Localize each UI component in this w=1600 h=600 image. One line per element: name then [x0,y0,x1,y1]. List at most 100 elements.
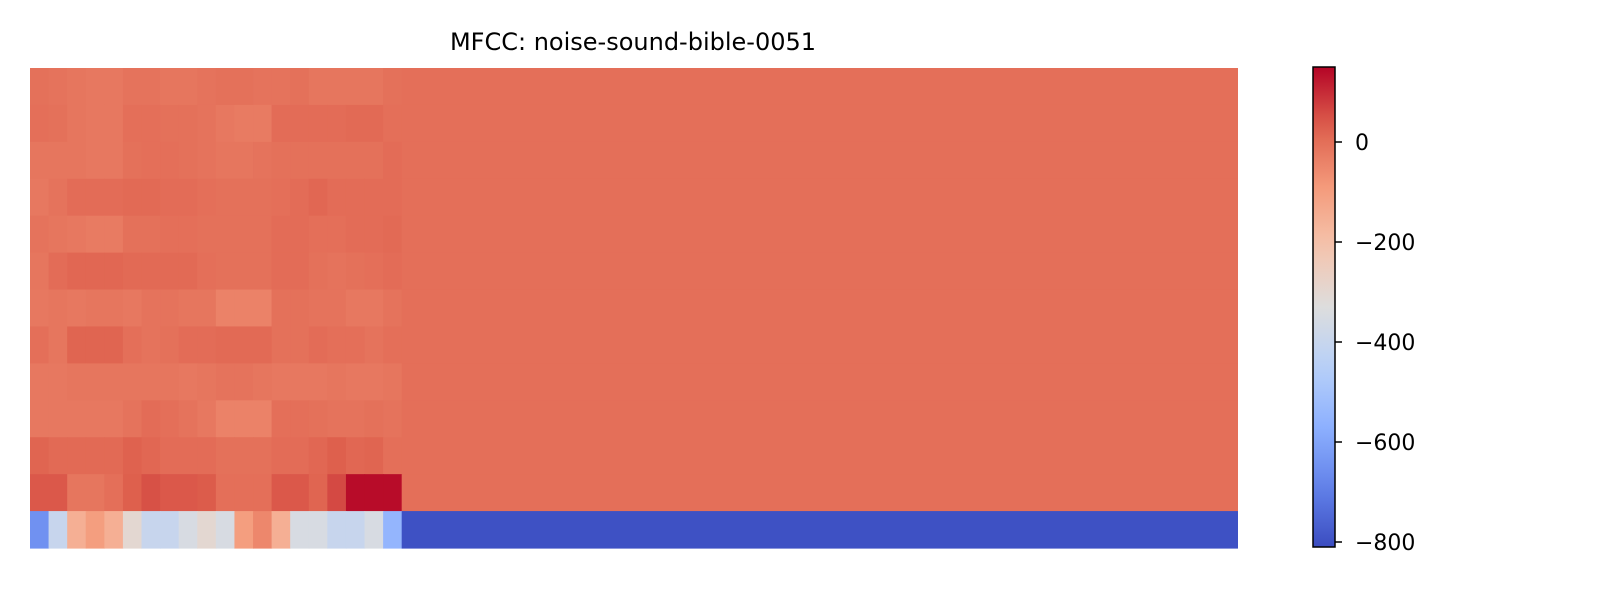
heatmap-cell [104,289,124,328]
heatmap-cell [345,252,366,291]
heatmap-cell [327,437,347,475]
heatmap-fill-region [401,289,1238,328]
heatmap-cell [104,474,124,512]
heatmap-cell [253,104,273,143]
heatmap-cell [104,363,124,401]
heatmap-cell [253,215,273,254]
heatmap-cell [215,252,236,291]
heatmap-cell [215,363,236,401]
heatmap-cell [215,289,236,328]
heatmap-cell [197,363,217,401]
heatmap-cell [383,326,403,364]
heatmap-cell [253,511,273,549]
heatmap-cell [104,400,124,438]
heatmap-cell [122,178,143,217]
heatmap-cell [30,215,50,254]
heatmap-cell [327,474,347,512]
heatmap-cell [308,68,328,106]
heatmap-cell [178,104,198,143]
heatmap-cell [160,141,180,180]
heatmap-cell [30,400,50,438]
heatmap-cell [271,511,291,549]
heatmap-cell [308,437,328,475]
heatmap-cell [160,252,180,291]
heatmap-cell [178,178,198,217]
heatmap-cell [160,68,180,106]
heatmap-cell [141,437,161,475]
heatmap-cell [141,400,161,438]
heatmap-cell [290,178,310,217]
heatmap-cell [122,511,143,549]
heatmap-cell [48,68,68,106]
heatmap-cell [234,363,254,401]
heatmap-cell [327,252,347,291]
heatmap-cell [141,215,161,254]
heatmap-cell [104,178,124,217]
heatmap-cell [271,215,291,254]
heatmap-cell [290,252,310,291]
colorbar-ticks: 0 −200 −400 −600 −800 [1335,131,1415,556]
heatmap-cell [271,252,291,291]
heatmap-cell [48,104,68,143]
heatmap-cell [197,141,217,180]
heatmap-cell [160,437,180,475]
heatmap-cell [197,437,217,475]
heatmap-cell [160,289,180,328]
heatmap-cell [122,68,143,106]
heatmap-cell [364,400,384,438]
heatmap-cell [197,511,217,549]
heatmap-cell [141,474,161,512]
heatmap-cell [290,141,310,180]
heatmap-cell [141,178,161,217]
heatmap-cell [290,68,310,106]
heatmap-cell [85,437,105,475]
heatmap-cell [234,68,254,106]
heatmap-cell [308,363,328,401]
heatmap-cell [234,289,254,328]
heatmap-cell [290,363,310,401]
heatmap-cell [215,437,236,475]
heatmap-cell [234,437,254,475]
heatmap-cell [122,141,143,180]
heatmap-cell [234,474,254,512]
heatmap-cell [178,289,198,328]
heatmap-cell [215,68,236,106]
heatmap-cell [104,511,124,549]
heatmap-cell [271,400,291,438]
heatmap-cell [141,511,161,549]
heatmap-cell [141,104,161,143]
heatmap-cell [364,363,384,401]
heatmap-cell [141,326,161,364]
heatmap-cell [215,511,236,549]
heatmap-cell [234,178,254,217]
heatmap-cell [383,215,403,254]
heatmap-cell [178,511,198,549]
heatmap-cell [253,474,273,512]
heatmap-cell [383,252,403,291]
heatmap-fill-region [401,104,1238,143]
heatmap-cell [67,68,87,106]
heatmap-cell [30,141,50,180]
heatmap-cell [141,141,161,180]
heatmap-cell [197,215,217,254]
heatmap-cell [85,363,105,401]
heatmap-cell [290,289,310,328]
heatmap-cell [178,437,198,475]
heatmap-cell [122,326,143,364]
heatmap-cell [345,437,366,475]
heatmap-cell [104,326,124,364]
heatmap-cell [364,511,384,549]
heatmap-cell [253,289,273,328]
heatmap-cell [85,104,105,143]
heatmap-cell [104,68,124,106]
heatmap-cell [271,68,291,106]
heatmap-cell [104,141,124,180]
heatmap-cell [345,68,366,106]
heatmap-cell [383,437,403,475]
heatmap-cell [48,289,68,328]
heatmap-cell [364,326,384,364]
heatmap-cell [290,474,310,512]
colorbar-tick-label: −800 [1355,531,1415,556]
heatmap-cell [364,141,384,180]
